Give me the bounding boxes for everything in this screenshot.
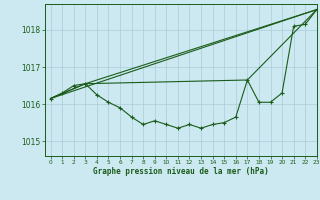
X-axis label: Graphe pression niveau de la mer (hPa): Graphe pression niveau de la mer (hPa) bbox=[93, 167, 269, 176]
